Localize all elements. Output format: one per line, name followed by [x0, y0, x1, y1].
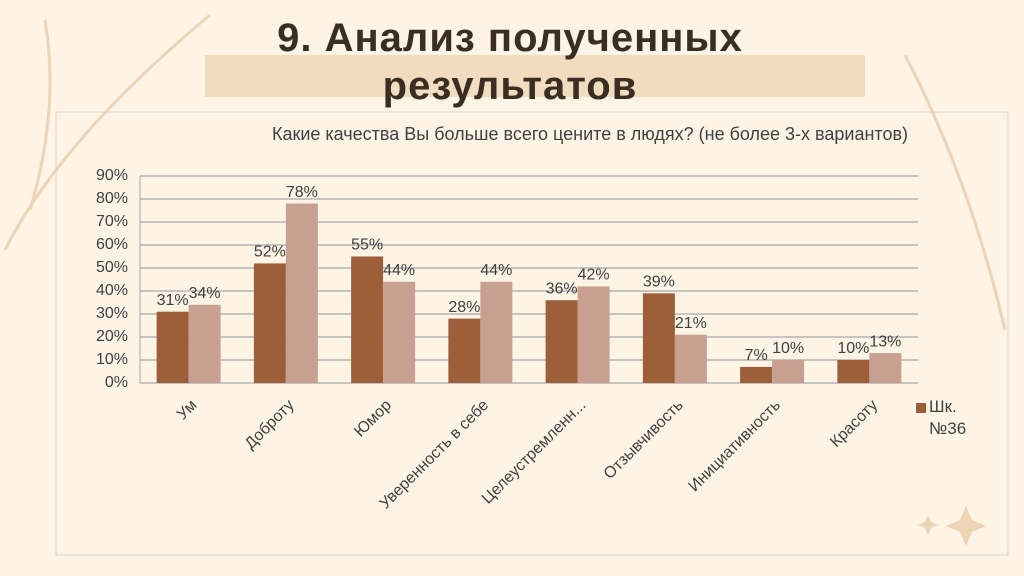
x-tick-label: Целеустремленн... [479, 397, 590, 508]
bar [577, 286, 610, 383]
sparkle [918, 515, 938, 535]
x-tick-label: Уверенность в себе [377, 397, 493, 513]
data-label: 10% [772, 340, 804, 357]
data-label: 52% [254, 244, 286, 261]
data-label: 36% [546, 280, 578, 297]
data-label: 39% [643, 274, 675, 291]
chart-frame [55, 111, 1009, 556]
legend-label: Шк. №36 [929, 397, 967, 438]
data-label: 31% [157, 292, 189, 309]
data-label: 28% [448, 299, 480, 316]
data-label: 21% [675, 315, 707, 332]
x-tick-label: Юмор [351, 397, 395, 441]
data-label: 7% [745, 347, 768, 364]
bar [188, 304, 221, 383]
decoration [3, 13, 1007, 546]
bar [740, 366, 773, 383]
data-label: 10% [837, 340, 869, 357]
leaf-stem [903, 54, 1007, 331]
legend-swatch [916, 403, 926, 413]
bar [869, 353, 902, 383]
leaf-stem [28, 19, 52, 211]
bar [545, 300, 578, 383]
y-tick-label: 50% [96, 259, 128, 276]
bar [772, 360, 805, 383]
bar [383, 281, 416, 383]
data-label: 34% [189, 285, 221, 302]
bar [674, 334, 707, 383]
x-tick-label: Инициативность [686, 397, 784, 495]
bar [285, 203, 318, 383]
y-tick-label: 60% [96, 236, 128, 253]
data-label: 44% [480, 262, 512, 279]
x-tick-label: Отзывчивость [601, 397, 687, 483]
data-label: 44% [383, 262, 415, 279]
y-tick-label: 70% [96, 213, 128, 230]
bar [642, 293, 675, 383]
bar [448, 318, 481, 383]
data-label: 42% [578, 267, 610, 284]
bar [480, 281, 513, 383]
x-tick-label: Доброту [242, 397, 298, 453]
bar [156, 311, 189, 383]
y-tick-label: 20% [96, 328, 128, 345]
bar [351, 256, 384, 383]
x-tick-label: Ум [174, 397, 200, 423]
y-tick-label: 40% [96, 282, 128, 299]
title-band [205, 55, 865, 97]
chart-title: Какие качества Вы больше всего цените в … [272, 124, 908, 144]
sparkle [946, 506, 986, 546]
slide-title: 9. Анализ полученных результатов [277, 16, 743, 108]
leaf-stem [3, 13, 211, 251]
data-label: 55% [351, 237, 383, 254]
bar [253, 263, 286, 383]
y-tick-label: 10% [96, 351, 128, 368]
y-tick-label: 90% [96, 167, 128, 184]
y-tick-label: 80% [96, 190, 128, 207]
x-tick-label: Красоту [827, 397, 881, 451]
bar [837, 360, 870, 383]
y-tick-label: 0% [105, 374, 128, 391]
y-tick-label: 30% [96, 305, 128, 322]
data-label: 13% [869, 333, 901, 350]
data-label: 78% [286, 184, 318, 201]
legend-entry: Шк. №36 [929, 397, 967, 438]
